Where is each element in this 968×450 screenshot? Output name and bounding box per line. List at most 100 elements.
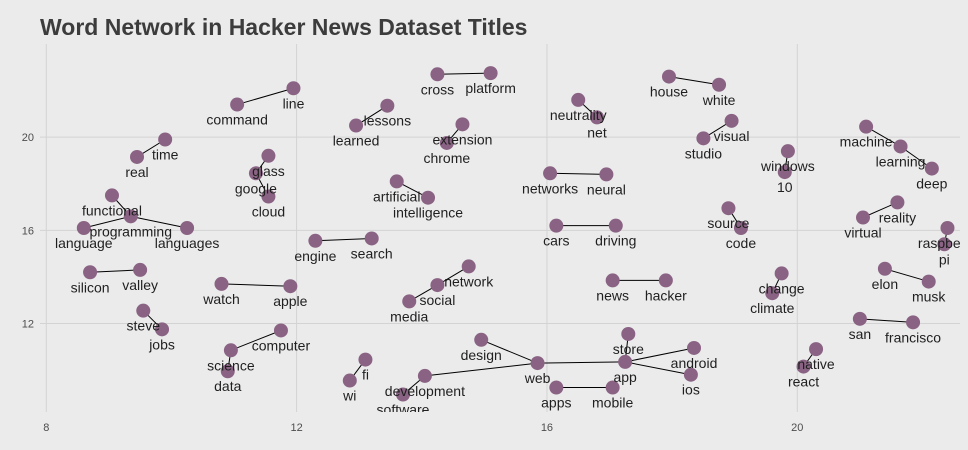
node-white xyxy=(712,77,727,92)
label-computer: computer xyxy=(252,337,311,353)
node-hacker xyxy=(658,273,673,288)
label-platform: platform xyxy=(465,80,516,96)
label-network: network xyxy=(444,273,494,289)
label-silicon: silicon xyxy=(71,279,110,295)
label-programming: programming xyxy=(90,223,172,239)
label-pi: pi xyxy=(939,251,950,267)
node-pi xyxy=(937,237,952,252)
node-native xyxy=(809,342,824,357)
label-ios: ios xyxy=(682,382,700,398)
node-neural xyxy=(599,167,614,182)
node-network xyxy=(461,259,476,274)
label-neutrality: neutrality xyxy=(550,107,607,123)
label-store: store xyxy=(613,341,644,357)
label-glass: glass xyxy=(252,163,285,179)
label-raspberry: raspberry xyxy=(918,235,968,251)
node-search xyxy=(364,231,379,246)
node-app xyxy=(618,354,633,369)
node-virtual xyxy=(855,210,870,225)
label-house: house xyxy=(650,84,688,100)
node-development xyxy=(417,368,432,383)
label-visual: visual xyxy=(714,128,750,144)
node-driving xyxy=(608,218,623,233)
label-language: language xyxy=(55,235,113,251)
node-engine xyxy=(308,233,323,248)
edge-cross-platform xyxy=(437,72,491,75)
node-software xyxy=(395,387,410,402)
label-jobs: jobs xyxy=(148,336,175,352)
label-driving: driving xyxy=(595,233,636,249)
label-cloud: cloud xyxy=(252,204,285,220)
label-machine: machine xyxy=(840,134,893,150)
x-tick-label: 20 xyxy=(791,422,803,434)
node-reality xyxy=(890,195,905,210)
node-ios xyxy=(683,367,698,382)
label-watch: watch xyxy=(202,291,240,307)
node-data xyxy=(220,364,235,379)
y-tick-label: 20 xyxy=(22,132,34,144)
node-change xyxy=(774,266,789,281)
label-code: code xyxy=(726,235,757,251)
label-design: design xyxy=(461,347,502,363)
node-computer xyxy=(273,323,288,338)
label-elon: elon xyxy=(872,276,898,292)
label-languages: languages xyxy=(155,235,220,251)
node-machine xyxy=(859,119,874,134)
node-visual xyxy=(724,113,739,128)
edge-web-app xyxy=(537,361,626,364)
edge-command-line xyxy=(237,87,294,106)
node-networks xyxy=(543,166,558,181)
label-news: news xyxy=(596,287,629,303)
label-software: software xyxy=(377,402,430,418)
node-net xyxy=(590,110,605,125)
label-cross: cross xyxy=(421,81,454,97)
node-valley xyxy=(133,262,148,277)
node-functional xyxy=(104,188,119,203)
label-musk: musk xyxy=(912,289,946,305)
network-layer: line command cross platform lessons learned ex… xyxy=(55,66,968,418)
edge-ios-app xyxy=(625,361,691,376)
label-learning: learning xyxy=(876,153,926,169)
node-watch xyxy=(214,276,229,291)
label-deep: deep xyxy=(916,176,947,192)
node-science xyxy=(223,343,238,358)
label-10: 10 xyxy=(777,179,793,195)
label-real: real xyxy=(125,164,148,180)
node-programming xyxy=(123,209,138,224)
label-source: source xyxy=(707,215,749,231)
node-web xyxy=(530,356,545,371)
node-extension xyxy=(455,117,470,132)
label-net: net xyxy=(587,124,607,140)
node-google xyxy=(248,166,263,181)
label-francisco: francisco xyxy=(885,329,941,345)
edge-search-engine xyxy=(315,237,372,242)
label-san: san xyxy=(849,326,872,342)
label-apps: apps xyxy=(541,395,571,411)
node-raspberry xyxy=(940,221,955,235)
node-platform xyxy=(483,66,498,81)
node-news xyxy=(605,273,620,288)
label-web: web xyxy=(524,370,551,386)
y-tick-label: 12 xyxy=(22,318,34,330)
label-change: change xyxy=(759,280,805,296)
label-lessons: lessons xyxy=(364,113,411,129)
label-android: android xyxy=(671,355,718,371)
node-elon xyxy=(877,261,892,276)
label-development: development xyxy=(385,383,465,399)
node-studio xyxy=(696,131,711,146)
node-learning xyxy=(893,139,908,154)
label-search: search xyxy=(351,245,393,261)
node-artificial xyxy=(389,174,404,189)
node-climate xyxy=(765,286,780,301)
label-line: line xyxy=(283,95,305,111)
label-networks: networks xyxy=(522,180,578,196)
label-chrome: chrome xyxy=(423,150,470,166)
label-react: react xyxy=(788,374,819,390)
node-house xyxy=(661,69,676,84)
label-white: white xyxy=(702,92,736,108)
node-android xyxy=(687,340,702,355)
label-command: command xyxy=(206,112,267,128)
label-app: app xyxy=(613,369,637,385)
x-tick-label: 16 xyxy=(541,422,553,434)
y-tick-label: 16 xyxy=(22,225,34,237)
